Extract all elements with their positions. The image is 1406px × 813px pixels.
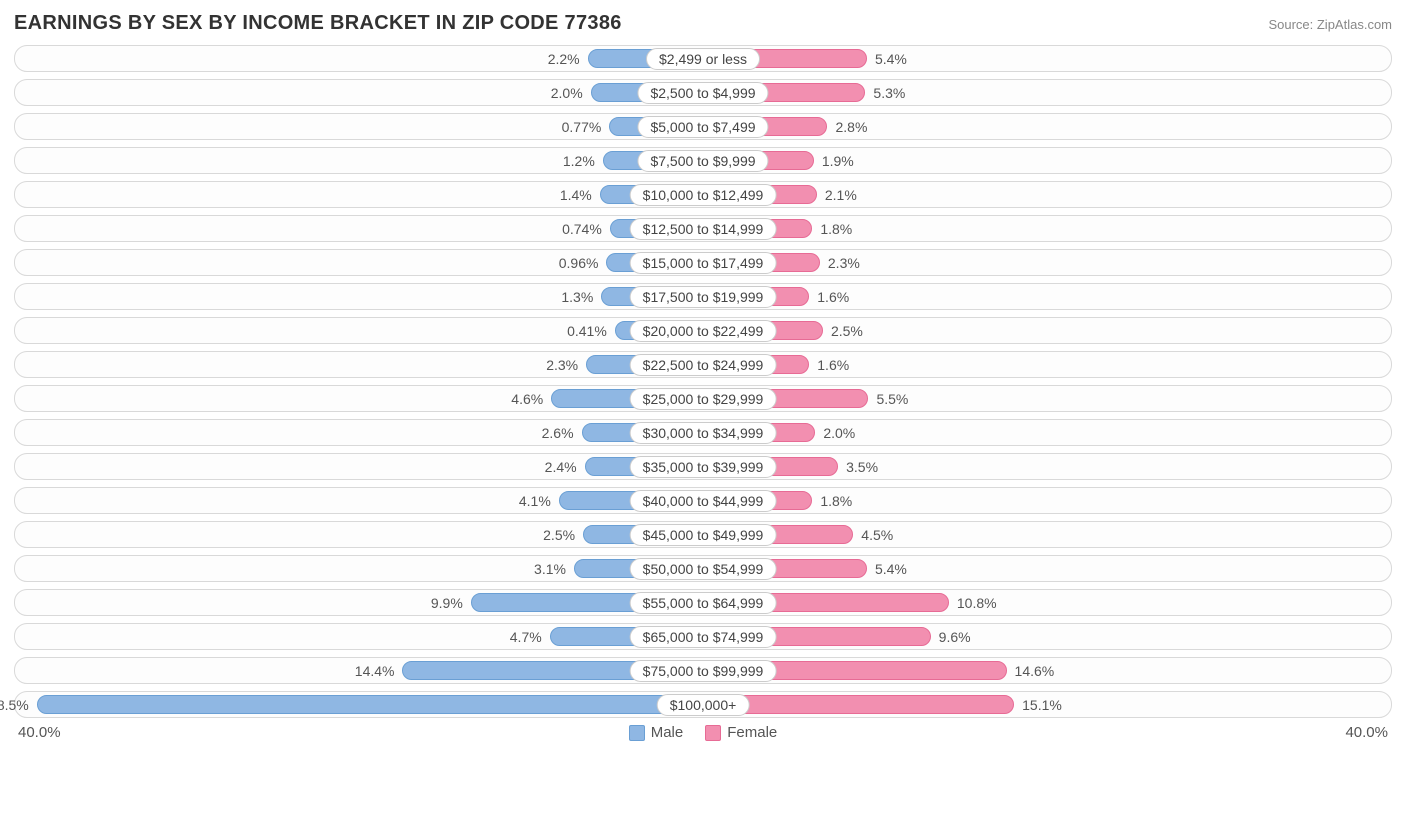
chart-source: Source: ZipAtlas.com xyxy=(1268,17,1392,32)
legend-swatch-female xyxy=(705,725,721,741)
legend-item-male: Male xyxy=(629,724,684,741)
value-label-female: 5.5% xyxy=(876,391,908,407)
value-label-female: 2.1% xyxy=(825,187,857,203)
bar-female xyxy=(703,695,1014,714)
bar-male xyxy=(37,695,703,714)
value-label-female: 2.5% xyxy=(831,323,863,339)
value-label-female: 4.5% xyxy=(861,527,893,543)
chart-row: 2.3% 1.6% $22,500 to $24,999 xyxy=(14,351,1392,378)
bracket-label: $10,000 to $12,499 xyxy=(630,184,777,206)
bracket-label: $7,500 to $9,999 xyxy=(637,150,768,172)
value-label-male: 2.6% xyxy=(542,425,574,441)
chart-row: 0.41% 2.5% $20,000 to $22,499 xyxy=(14,317,1392,344)
chart-row: 14.4% 14.6% $75,000 to $99,999 xyxy=(14,657,1392,684)
bracket-label: $12,500 to $14,999 xyxy=(630,218,777,240)
value-label-male: 4.7% xyxy=(510,629,542,645)
bracket-label: $22,500 to $24,999 xyxy=(630,354,777,376)
axis-max-left: 40.0% xyxy=(18,724,61,741)
bracket-label: $5,000 to $7,499 xyxy=(637,116,768,138)
value-label-female: 1.6% xyxy=(817,289,849,305)
axis-max-right: 40.0% xyxy=(1345,724,1388,741)
value-label-male: 9.9% xyxy=(431,595,463,611)
value-label-male: 14.4% xyxy=(355,663,395,679)
bracket-label: $40,000 to $44,999 xyxy=(630,490,777,512)
value-label-male: 2.5% xyxy=(543,527,575,543)
value-label-male: 2.4% xyxy=(545,459,577,475)
chart-title: EARNINGS BY SEX BY INCOME BRACKET IN ZIP… xyxy=(14,12,622,35)
bracket-label: $45,000 to $49,999 xyxy=(630,524,777,546)
legend-swatch-male xyxy=(629,725,645,741)
chart-row: 2.5% 4.5% $45,000 to $49,999 xyxy=(14,521,1392,548)
bracket-label: $30,000 to $34,999 xyxy=(630,422,777,444)
bracket-label: $25,000 to $29,999 xyxy=(630,388,777,410)
value-label-female: 1.8% xyxy=(820,221,852,237)
value-label-male: 4.6% xyxy=(511,391,543,407)
value-label-female: 1.8% xyxy=(820,493,852,509)
chart-row: 38.5%15.1%$100,000+ xyxy=(14,691,1392,718)
bracket-label: $75,000 to $99,999 xyxy=(630,660,777,682)
chart-row: 2.2% 5.4% $2,499 or less xyxy=(14,45,1392,72)
value-label-female: 1.9% xyxy=(822,153,854,169)
chart-row: 1.2% 1.9% $7,500 to $9,999 xyxy=(14,147,1392,174)
chart-footer: 40.0% Male Female 40.0% xyxy=(14,724,1392,741)
legend-label-female: Female xyxy=(727,724,777,741)
chart-row: 2.6% 2.0% $30,000 to $34,999 xyxy=(14,419,1392,446)
value-label-male: 38.5% xyxy=(0,697,29,713)
value-label-male: 2.2% xyxy=(548,51,580,67)
value-label-female: 3.5% xyxy=(846,459,878,475)
value-label-male: 0.41% xyxy=(567,323,607,339)
bracket-label: $50,000 to $54,999 xyxy=(630,558,777,580)
value-label-male: 0.96% xyxy=(559,255,599,271)
chart-row: 1.3% 1.6% $17,500 to $19,999 xyxy=(14,283,1392,310)
value-label-female: 9.6% xyxy=(939,629,971,645)
value-label-male: 1.3% xyxy=(561,289,593,305)
chart-row: 2.4% 3.5% $35,000 to $39,999 xyxy=(14,453,1392,480)
bracket-label: $55,000 to $64,999 xyxy=(630,592,777,614)
bracket-label: $35,000 to $39,999 xyxy=(630,456,777,478)
value-label-male: 1.4% xyxy=(560,187,592,203)
legend-label-male: Male xyxy=(651,724,684,741)
value-label-male: 4.1% xyxy=(519,493,551,509)
value-label-female: 10.8% xyxy=(957,595,997,611)
value-label-male: 2.3% xyxy=(546,357,578,373)
value-label-male: 0.77% xyxy=(562,119,602,135)
value-label-female: 1.6% xyxy=(817,357,849,373)
bracket-label: $100,000+ xyxy=(657,694,750,716)
chart-row: 0.96% 2.3% $15,000 to $17,499 xyxy=(14,249,1392,276)
chart-row: 3.1% 5.4% $50,000 to $54,999 xyxy=(14,555,1392,582)
bracket-label: $2,500 to $4,999 xyxy=(637,82,768,104)
value-label-female: 5.4% xyxy=(875,51,907,67)
chart-header: EARNINGS BY SEX BY INCOME BRACKET IN ZIP… xyxy=(14,12,1392,35)
value-label-female: 15.1% xyxy=(1022,697,1062,713)
value-label-male: 2.0% xyxy=(551,85,583,101)
chart-row: 9.9% 10.8% $55,000 to $64,999 xyxy=(14,589,1392,616)
value-label-female: 14.6% xyxy=(1015,663,1055,679)
value-label-male: 3.1% xyxy=(534,561,566,577)
chart-row: 4.6% 5.5% $25,000 to $29,999 xyxy=(14,385,1392,412)
legend-item-female: Female xyxy=(705,724,777,741)
bracket-label: $20,000 to $22,499 xyxy=(630,320,777,342)
value-label-female: 2.8% xyxy=(835,119,867,135)
chart-row: 4.7% 9.6% $65,000 to $74,999 xyxy=(14,623,1392,650)
chart-row: 0.77% 2.8% $5,000 to $7,499 xyxy=(14,113,1392,140)
bracket-label: $2,499 or less xyxy=(646,48,760,70)
chart-row: 4.1% 1.8% $40,000 to $44,999 xyxy=(14,487,1392,514)
value-label-male: 0.74% xyxy=(562,221,602,237)
diverging-bar-chart: 2.2% 5.4% $2,499 or less 2.0% 5.3% $2,500 to … xyxy=(14,45,1392,718)
value-label-female: 5.4% xyxy=(875,561,907,577)
value-label-female: 2.0% xyxy=(823,425,855,441)
bracket-label: $17,500 to $19,999 xyxy=(630,286,777,308)
legend: Male Female xyxy=(629,724,778,741)
bracket-label: $15,000 to $17,499 xyxy=(630,252,777,274)
chart-row: 0.74% 1.8% $12,500 to $14,999 xyxy=(14,215,1392,242)
value-label-female: 2.3% xyxy=(828,255,860,271)
value-label-female: 5.3% xyxy=(873,85,905,101)
value-label-male: 1.2% xyxy=(563,153,595,169)
chart-row: 1.4% 2.1% $10,000 to $12,499 xyxy=(14,181,1392,208)
bracket-label: $65,000 to $74,999 xyxy=(630,626,777,648)
chart-row: 2.0% 5.3% $2,500 to $4,999 xyxy=(14,79,1392,106)
